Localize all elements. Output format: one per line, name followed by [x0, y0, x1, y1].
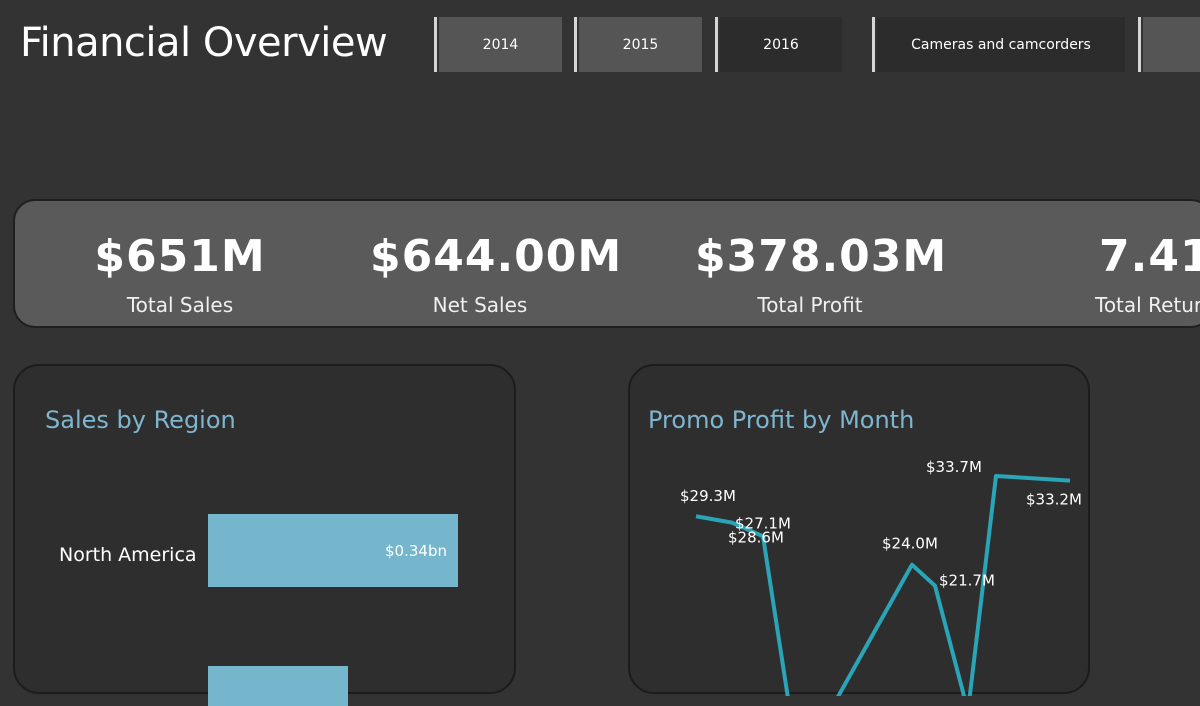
kpi-label: Total Sales	[126, 293, 234, 317]
slicer-separator	[872, 17, 875, 72]
kpi-total-sales: $651M Total Sales	[80, 201, 280, 330]
data-label: $33.7M	[926, 458, 982, 476]
slicer-cameras-button[interactable]: Cameras and camcorders	[877, 17, 1125, 72]
kpi-panel: $651M Total Sales $644.00M Net Sales $37…	[13, 199, 1200, 328]
bar-north-america[interactable]	[208, 514, 458, 587]
data-label: $29.3M	[680, 487, 736, 505]
slicer-2015-button[interactable]: 2015	[579, 17, 702, 72]
data-label: $27.1M	[735, 514, 791, 532]
slicer-2016-button[interactable]: 2016	[720, 17, 842, 72]
card-title: Promo Profit by Month	[648, 406, 915, 434]
slicer-separator	[434, 17, 437, 72]
promo-profit-line-chart: $29.3M $28.6M$27.1M $24.0M $21.7M $33.7M $33.…	[680, 458, 1082, 696]
data-label: $28.6M	[728, 529, 784, 547]
kpi-value: $378.03M	[695, 231, 948, 282]
slicer-2014-button[interactable]: 2014	[439, 17, 562, 72]
kpi-label: Total Returns	[1095, 293, 1200, 317]
year-category-slicer: 2014 2015 2016 Cameras and camcorders	[434, 17, 1200, 72]
slicer-separator	[574, 17, 577, 72]
slicer-more-button[interactable]	[1143, 17, 1200, 72]
promo-profit-series-line[interactable]	[695, 474, 1071, 696]
slicer-separator	[715, 17, 718, 72]
bar-value-label: $0.34bn	[385, 542, 447, 560]
kpi-total-profit: $378.03M Total Profit	[695, 201, 948, 330]
kpi-label: Net Sales	[432, 293, 528, 317]
kpi-net-sales: $644.00M Net Sales	[370, 201, 623, 330]
promo-profit-card: Promo Profit by Month $29.3M $28.6M $27.1M…	[628, 364, 1090, 696]
bar-label: North America	[59, 544, 197, 566]
kpi-total-returns: 7.41M Total Returns	[1075, 201, 1200, 330]
kpi-value: $651M	[94, 231, 266, 282]
data-label: $24.0M	[882, 535, 938, 553]
data-label: $33.2M	[1026, 491, 1082, 509]
page-title: Financial Overview	[20, 20, 388, 66]
data-label: $21.7M	[939, 572, 995, 590]
card-title: Sales by Region	[45, 406, 236, 434]
kpi-value: 7.41M	[1099, 231, 1200, 282]
kpi-label: Total Profit	[757, 293, 863, 317]
sales-by-region-card: Sales by Region North America $0.34bn	[13, 364, 516, 706]
slicer-separator	[1138, 17, 1141, 72]
bar-region-2[interactable]	[208, 666, 348, 706]
kpi-value: $644.00M	[370, 231, 623, 282]
